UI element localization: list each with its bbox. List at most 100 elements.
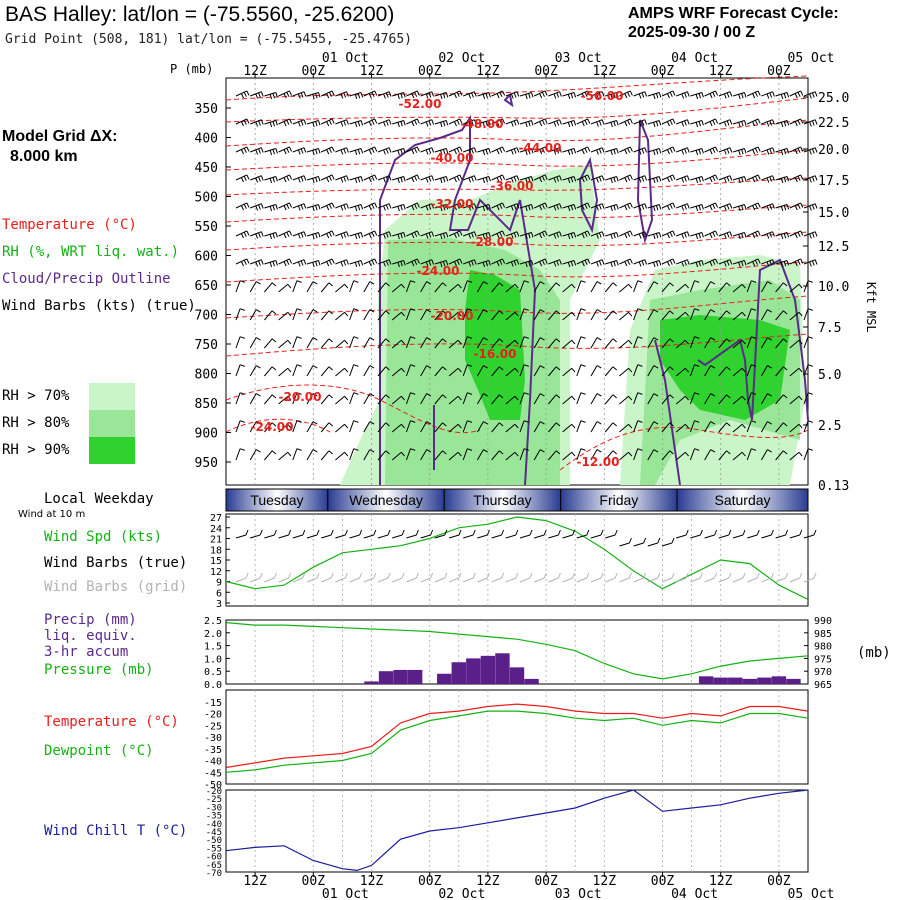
height-tick-label: 22.5 (818, 116, 849, 131)
wind-barb (619, 395, 633, 405)
precip-bar (437, 673, 452, 684)
wind-barb (533, 258, 548, 267)
wind-barb (746, 174, 761, 183)
precip-label-1: Precip (mm) (44, 612, 137, 628)
temperature-label: Temperature (°C) (44, 714, 179, 730)
temperature-y-label: -50 (204, 780, 222, 791)
surface-wind-barb-true (661, 537, 675, 547)
wind-barb (235, 258, 250, 267)
wind-barb (448, 230, 463, 239)
wind-barb (689, 336, 700, 349)
wind-barb (377, 203, 392, 211)
wind-barb (533, 174, 548, 183)
height-tick-label: 2.5 (818, 419, 841, 434)
temperature-label: -28.00 (471, 235, 514, 249)
wind-barb (590, 393, 602, 405)
precip-bar (742, 678, 757, 684)
wind-barb (533, 449, 545, 461)
wind-barb (335, 311, 349, 321)
pressure-tick-label: 550 (195, 220, 218, 235)
wind-barb (250, 175, 264, 183)
wind-barb (249, 393, 261, 405)
surface-wind-barb-grid (250, 572, 263, 583)
wind-barb (718, 394, 731, 405)
wind-barb (519, 120, 534, 128)
wind-barb (676, 231, 690, 239)
pressure-y-label: 980 (814, 642, 832, 653)
wind-barb (363, 118, 378, 127)
wind-barb (377, 175, 392, 183)
wind-barb (775, 338, 788, 349)
surface-wind-barb-grid (505, 572, 519, 583)
wind-barb (775, 450, 788, 461)
wind-barb (661, 146, 676, 155)
wind-barb (377, 394, 390, 405)
top-date-label: 04 Oct (671, 51, 718, 66)
wind-barb (775, 310, 788, 321)
wind-barb (264, 422, 277, 433)
wind-barb (463, 203, 477, 211)
pressure-tick-label: 800 (195, 368, 218, 383)
wind-barb (391, 395, 405, 405)
wind-barb (349, 336, 359, 349)
wind-barb (292, 280, 302, 293)
precip-y-label: 2.0 (204, 629, 222, 640)
wind-barb (434, 260, 449, 268)
wind-barb (406, 146, 420, 155)
rh-80-label: RH > 80% (2, 415, 70, 431)
rh-70-swatch (89, 383, 135, 410)
wind-barb (406, 90, 420, 99)
top-hour-label: 00Z (418, 64, 442, 79)
wind-barb (704, 230, 719, 239)
wind-barb (519, 280, 529, 293)
pressure-y-label: 990 (814, 616, 832, 627)
surface-wind-barb-true (704, 529, 718, 539)
wind-barb (803, 259, 818, 267)
wind-barb (633, 420, 643, 433)
surface-wind-barb-true (477, 529, 490, 539)
wind-barb (576, 202, 591, 211)
wind-barb (505, 395, 519, 405)
wind-barb (590, 259, 605, 267)
wind-barb (477, 176, 491, 184)
wind-chill-y-label: -45 (206, 828, 222, 838)
wind-barb (789, 283, 803, 293)
wind-barb (576, 258, 591, 267)
wind-barb (619, 90, 633, 99)
wind-barb (789, 423, 803, 433)
wind-barb (391, 339, 405, 349)
wind-barb (235, 336, 245, 349)
wind-barb (264, 176, 278, 184)
wind-barb (377, 119, 392, 127)
wind-barb (732, 395, 746, 405)
wind-chill-panel (225, 789, 809, 873)
precip-bar (509, 667, 525, 684)
wind-speed-y-label: 24 (210, 524, 222, 535)
wind-barb (562, 232, 577, 240)
wind-barb (675, 395, 689, 405)
weekday-label: Thursday (473, 492, 531, 508)
wind-chill-y-label: -50 (206, 836, 222, 846)
wind-barb (519, 204, 534, 212)
wind-barb (250, 259, 264, 267)
wind-barb (775, 260, 790, 268)
wind-barb (349, 176, 364, 184)
wind-barb (448, 258, 463, 267)
wind-barb (718, 175, 733, 183)
model-grid-dx: Model Grid ΔX: 8.000 km (2, 127, 118, 167)
wind-barb (377, 259, 392, 267)
wind-barb (519, 232, 534, 240)
precip-bar (713, 677, 728, 684)
surface-wind-barb-true (732, 529, 746, 539)
wind-barb (405, 364, 416, 377)
temperature-contour (225, 295, 809, 319)
wind-barb (576, 174, 591, 183)
wind-barb (775, 176, 790, 184)
surface-wind-barb-grid (747, 572, 760, 583)
surface-wind-barb-true (363, 529, 377, 539)
wind-barb (789, 174, 804, 183)
wind-barb (647, 309, 659, 321)
wind-barb (576, 448, 586, 461)
wind-barb (377, 231, 392, 239)
wind-barb (704, 281, 716, 293)
